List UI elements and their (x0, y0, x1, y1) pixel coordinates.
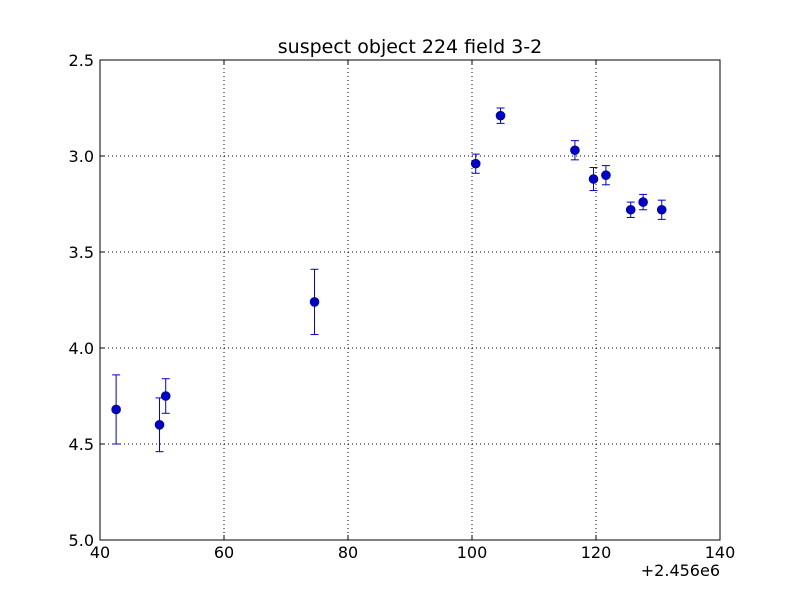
y-tick-label: 4.5 (69, 435, 94, 454)
data-point-group (160, 378, 171, 414)
y-tick-label: 3.0 (69, 147, 94, 166)
x-tick-label: 140 (705, 543, 736, 562)
data-point (601, 170, 611, 180)
y-tick-label: 2.5 (69, 51, 94, 70)
data-point (570, 145, 580, 156)
data-point-group (470, 153, 481, 174)
data-point (111, 404, 121, 415)
y-tick-label: 4.0 (69, 339, 94, 358)
chart-title: suspect object 224 field 3-2 (278, 36, 543, 58)
data-point (309, 297, 320, 307)
x-tick-label: 60 (214, 543, 234, 562)
data-point (470, 158, 481, 169)
y-tick-label: 5.0 (69, 531, 94, 550)
data-point-group (309, 268, 320, 336)
data-point (495, 110, 506, 121)
data-point (160, 391, 171, 401)
data-point (656, 204, 667, 215)
data-point (625, 204, 636, 215)
grid (100, 60, 720, 540)
x-tick-label: 40 (90, 543, 110, 562)
data-point-group (638, 193, 648, 211)
data-point-group (154, 397, 165, 453)
data-point-group (656, 199, 667, 220)
axes-frame (99, 59, 721, 541)
y-tick-label: 3.5 (69, 243, 94, 262)
data-point (638, 197, 648, 207)
data-point-group (570, 140, 580, 161)
x-tick-label: 100 (457, 543, 488, 562)
data-point-group (625, 201, 636, 218)
data-point-group (601, 165, 611, 186)
data-point-group (495, 107, 506, 124)
x-tick-label: 120 (581, 543, 612, 562)
data-points (111, 107, 667, 453)
data-point (588, 174, 599, 184)
data-point (154, 419, 165, 430)
data-point-group (111, 374, 121, 445)
axis-ticks: 40 60 80 100 120 140 2.5 3.0 3.5 4.0 4.5 5.0 (69, 51, 736, 562)
x-tick-label: 80 (338, 543, 358, 562)
data-point-group (588, 167, 599, 192)
x-offset-label: +2.456e6 (641, 561, 720, 580)
